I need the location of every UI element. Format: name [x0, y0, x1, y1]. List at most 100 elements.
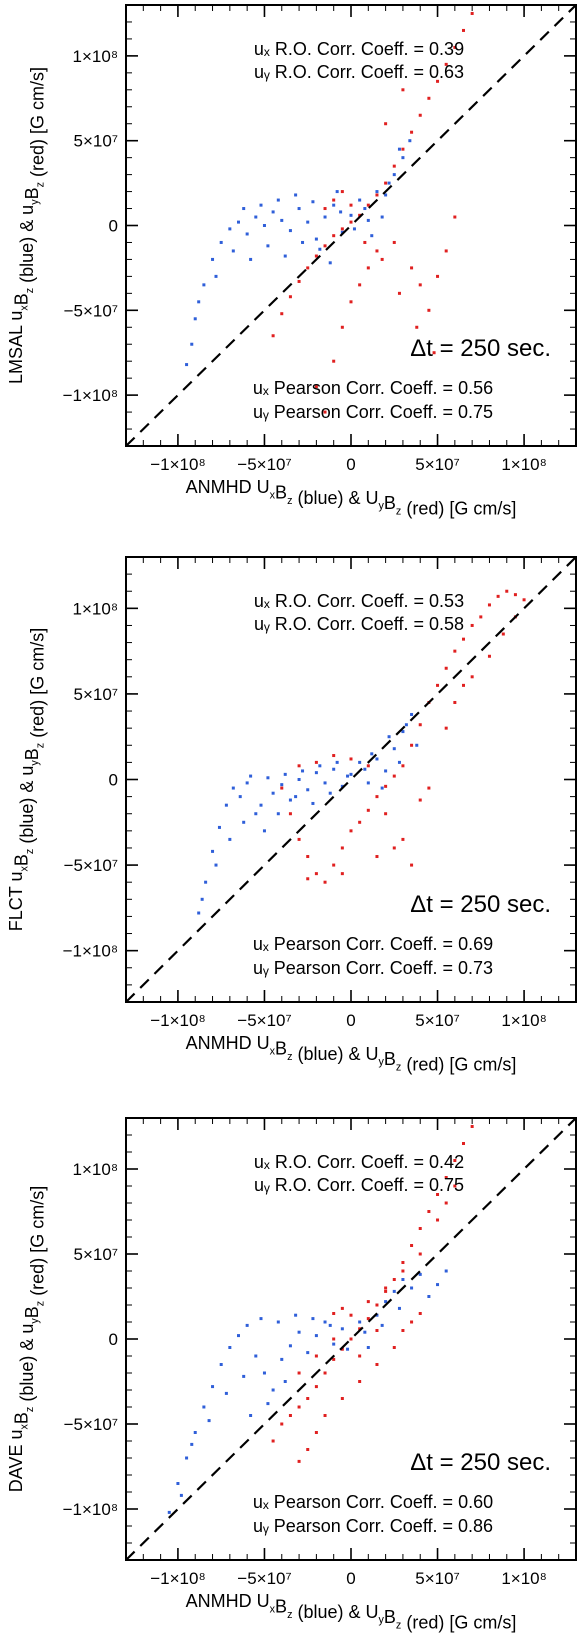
data-point	[340, 872, 344, 876]
data-point	[238, 795, 242, 799]
y-tick-label: −1×10⁸	[63, 386, 118, 405]
data-point	[375, 190, 379, 194]
ro-corr-uy-label: uᵧ R.O. Corr. Coeff. = 0.58	[254, 614, 464, 634]
data-point	[397, 760, 401, 764]
y-axis-label: LMSAL uxBz (blue) & uyBz (red) [G cm/s]	[6, 67, 48, 384]
data-point	[190, 342, 194, 346]
y-tick-label: 5×10⁷	[74, 1245, 118, 1264]
data-point	[167, 1510, 171, 1514]
data-point	[242, 820, 246, 824]
ro-corr-uy-label: uᵧ R.O. Corr. Coeff. = 0.75	[254, 1175, 464, 1195]
data-point	[366, 1300, 370, 1304]
data-point	[335, 760, 339, 764]
data-point	[228, 227, 232, 231]
data-point	[418, 723, 422, 727]
data-point	[176, 1482, 180, 1485]
data-point	[366, 781, 370, 785]
data-point	[392, 1278, 396, 1281]
data-point	[328, 261, 332, 265]
data-point	[479, 615, 483, 619]
data-point	[271, 1388, 275, 1392]
data-point	[401, 1269, 405, 1273]
data-point	[349, 300, 353, 304]
data-point	[288, 798, 292, 802]
data-point	[271, 334, 275, 338]
data-point	[340, 190, 344, 194]
data-point	[384, 769, 388, 773]
data-point	[211, 1385, 215, 1389]
data-point	[363, 767, 367, 771]
data-point	[358, 198, 362, 202]
data-point	[332, 198, 336, 202]
data-point	[276, 812, 280, 816]
data-point	[332, 1337, 336, 1341]
data-point	[418, 1312, 422, 1315]
y-tick-label: 5×10⁷	[74, 132, 118, 151]
data-point	[384, 193, 388, 197]
ro-corr-ux-label: uₓ R.O. Corr. Coeff. = 0.42	[254, 1152, 464, 1172]
y-tick-label: 1×10⁸	[73, 1160, 118, 1179]
y-tick-label: −1×10⁸	[63, 1500, 118, 1519]
y-tick-label: 1×10⁸	[73, 47, 118, 66]
data-point	[323, 1371, 327, 1375]
data-point	[249, 1414, 253, 1417]
x-axis-label: ANMHD UxBz (blue) & UyBz (red) [G cm/s]	[186, 1033, 517, 1075]
data-point	[340, 784, 344, 788]
data-point	[401, 88, 405, 92]
data-point	[224, 1391, 228, 1395]
data-point	[314, 1354, 318, 1358]
data-point	[427, 1295, 431, 1298]
data-point	[288, 229, 292, 233]
data-point	[283, 1380, 287, 1383]
x-axis-label: ANMHD UxBz (blue) & UyBz (red) [G cm/s]	[186, 1591, 517, 1633]
data-point	[397, 291, 401, 295]
data-point	[323, 244, 327, 248]
data-point	[318, 764, 322, 768]
y-axis-label: DAVE uxBz (blue) & uyBz (red) [G cm/s]	[6, 1186, 48, 1492]
data-point	[401, 1278, 405, 1281]
data-point	[314, 1385, 318, 1389]
data-point	[249, 257, 253, 261]
data-point	[384, 1286, 388, 1290]
y-tick-label: −1×10⁸	[63, 942, 118, 961]
data-point	[311, 200, 315, 204]
data-point	[242, 207, 246, 211]
data-point	[323, 215, 327, 219]
data-point	[323, 1320, 327, 1324]
data-point	[306, 1351, 310, 1355]
y-axis-label: FLCT uxBz (blue) & uyBz (red) [G cm/s]	[6, 628, 48, 931]
data-point	[436, 1193, 440, 1196]
panel-flct: −1×10⁸ −5×10⁷ 0 5×10⁷ 1×10⁸ −1×10⁸ −5×10⁷ 0 5×10…	[6, 556, 577, 1075]
x-tick-label: −1×10⁸	[150, 1011, 205, 1030]
data-point	[349, 1337, 353, 1341]
data-point	[266, 244, 270, 248]
data-point	[513, 593, 517, 597]
data-point	[340, 846, 344, 850]
data-point	[487, 603, 491, 607]
data-point	[314, 254, 318, 258]
data-point	[349, 203, 353, 207]
diagonal-line	[125, 4, 577, 447]
data-point	[470, 623, 474, 627]
data-point	[358, 283, 362, 287]
data-point	[392, 173, 396, 177]
data-point	[410, 712, 414, 716]
data-point	[410, 1286, 414, 1290]
data-point	[380, 257, 384, 261]
x-tick-label: 5×10⁷	[415, 1569, 459, 1588]
data-point	[340, 325, 344, 329]
data-point	[340, 1306, 344, 1310]
data-point	[339, 210, 343, 214]
data-point	[436, 683, 440, 687]
x-tick-label: 5×10⁷	[415, 1011, 459, 1030]
data-point	[311, 801, 315, 805]
data-point	[193, 317, 197, 321]
data-point	[193, 1431, 197, 1434]
data-point	[346, 1347, 350, 1351]
x-tick-label: −1×10⁸	[150, 455, 205, 474]
data-point	[306, 877, 310, 881]
data-point	[462, 28, 465, 32]
data-point	[249, 774, 253, 778]
y-tick-label: −5×10⁷	[64, 1415, 118, 1434]
